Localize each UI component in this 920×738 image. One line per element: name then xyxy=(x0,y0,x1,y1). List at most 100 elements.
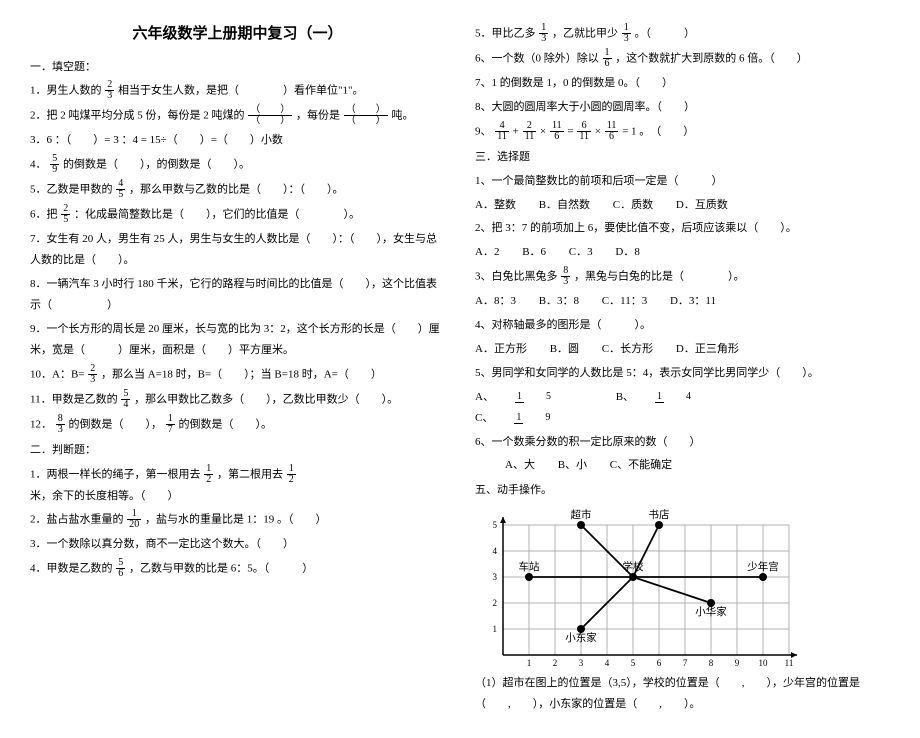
s5: 5、男同学和女同学的人数比是 5：4，表示女同学比男同学少（ ）。 xyxy=(475,363,890,384)
opt-a: A、15 xyxy=(475,387,593,408)
fraction-icon: 16 xyxy=(603,48,612,70)
s1: 1、一个最简整数比的前项和后项一定是（ ） xyxy=(475,171,890,192)
svg-text:2: 2 xyxy=(553,658,558,668)
page-title: 六年级数学上册期中复习（一） xyxy=(30,20,445,49)
fraction-icon: 12 xyxy=(204,464,213,486)
svg-text:6: 6 xyxy=(657,658,662,668)
svg-text:1: 1 xyxy=(527,658,532,668)
s3-a: 3、白兔比黑兔多 xyxy=(475,271,558,283)
grid-diagram: 1234567891011123456超市书店车站学校少年宫小东家小华家 xyxy=(475,505,815,670)
r8: 8、大圆的圆周率大于小圆的圆周率。（ ） xyxy=(475,97,890,118)
opt-b: B．3：8 xyxy=(539,291,579,312)
j2-b: ，盐与水的重量比是 1：19 。（ ） xyxy=(145,514,327,526)
left-column: 六年级数学上册期中复习（一） 一．填空题： 1．男生人数的 23 相当于女生人数… xyxy=(30,20,445,718)
j4-b: ，乙数与甲数的比是 6：5。（ ） xyxy=(129,563,313,575)
fraction-icon: 15 xyxy=(515,392,573,403)
q1-a: 1．男生人数的 xyxy=(30,85,102,97)
fraction-icon: 83 xyxy=(56,414,65,436)
opt-b: B、14 xyxy=(616,387,733,408)
svg-text:4: 4 xyxy=(605,658,610,668)
q8: 8．一辆汽车 3 小时行 180 千米，它行的路程与时间比的比值是（ ），这个比… xyxy=(30,274,445,316)
q2-c: 吨。 xyxy=(392,110,414,122)
r5-a: 5．甲比乙多 xyxy=(475,28,536,40)
j1-b: ，第二根用去 xyxy=(217,468,283,480)
fraction-icon: 116 xyxy=(550,121,564,143)
opt-a: A．8：3 xyxy=(475,291,516,312)
q2-b: ，每份是 xyxy=(296,110,340,122)
fraction-icon: 23 xyxy=(105,80,114,102)
opt-b: B．圆 xyxy=(550,339,579,360)
q2-a: 2．把 2 吨煤平均分成 5 份，每份是 2 吨煤的 xyxy=(30,110,245,122)
section-fill: 一．填空题： xyxy=(30,57,445,78)
s2: 2、把 3：7 的前项加上 6，要使比值不变，后项应该乘以（ ）。 xyxy=(475,218,890,239)
fraction-icon: 411 xyxy=(495,121,509,143)
r9-a: 9、 xyxy=(475,125,492,137)
j4: 4．甲数是乙数的 56 ，乙数与甲数的比是 6：5。（ ） xyxy=(30,558,445,580)
fraction-icon: 12 xyxy=(287,464,296,486)
s6: 6、一个数乘分数的积一定比原来的数（ ） xyxy=(475,432,890,453)
svg-text:2: 2 xyxy=(493,598,498,608)
s1-opts: A．整数 B．自然数 C．质数 D．互质数 xyxy=(475,195,890,216)
fraction-icon: 23 xyxy=(88,364,97,386)
svg-text:11: 11 xyxy=(785,658,794,668)
s2-opts: A．2 B．6 C．3 D．8 xyxy=(475,242,890,263)
q10-a: 10．A：B= xyxy=(30,368,84,380)
j2: 2．盐占盐水重量的 120 ，盐与水的重量比是 1：19 。（ ） xyxy=(30,509,445,531)
opt-b: B、小 xyxy=(558,455,587,476)
svg-text:5: 5 xyxy=(631,658,636,668)
q12-a: 12． xyxy=(30,418,52,430)
q4-b: 的倒数是（ ），的倒数是（ ）。 xyxy=(63,159,250,171)
fraction-icon: 59 xyxy=(50,154,59,176)
j3: 3．一个数除以真分数，商不一定比这个数大。（ ） xyxy=(30,534,445,555)
q11-b: ，那么甲数比乙数多（ ），乙数比甲数少（ ）。 xyxy=(134,393,398,405)
q5-b: ，那么甲数与乙数的比是（ ）：（ ）。 xyxy=(129,184,344,196)
fraction-icon: 120 xyxy=(127,509,141,531)
r6-b: ，这个数就扩大到原数的 6 倍。（ ） xyxy=(615,53,808,65)
opt-c: C．质数 xyxy=(613,195,653,216)
svg-text:小东家: 小东家 xyxy=(565,631,597,644)
svg-text:少年宫: 少年宫 xyxy=(747,560,779,573)
j1: 1．两根一样长的绳子，第一根用去 12 ，第二根用去 12 米，余下的长度相等。… xyxy=(30,464,445,507)
section-hands: 五、动手操作。 xyxy=(475,480,890,501)
j1-a: 1．两根一样长的绳子，第一根用去 xyxy=(30,468,201,480)
s3-b: ，黑兔与白兔的比是（ ）。 xyxy=(574,271,745,283)
opt-c: C．11：3 xyxy=(602,291,647,312)
fraction-icon: 56 xyxy=(116,558,125,580)
q5-a: 5．乙数是甲数的 xyxy=(30,184,113,196)
opt-a: A．正方形 xyxy=(475,339,527,360)
fraction-icon: 45 xyxy=(116,179,125,201)
svg-text:5: 5 xyxy=(493,520,498,530)
q7: 7．女生有 20 人，男生有 25 人，男生与女生的人数比是（ ）：（ ），女生… xyxy=(30,229,445,271)
opt-d: D．3：11 xyxy=(670,291,716,312)
opt-b: B．6 xyxy=(522,242,546,263)
svg-text:3: 3 xyxy=(579,658,584,668)
q1: 1．男生人数的 23 相当于女生人数，是把（ ）看作单位"1"。 xyxy=(30,80,445,102)
svg-text:学校: 学校 xyxy=(623,560,644,573)
q4-a: 4． xyxy=(30,159,47,171)
fraction-icon: 54 xyxy=(121,389,130,411)
opt-c: C．长方形 xyxy=(602,339,653,360)
fraction-icon: 13 xyxy=(622,23,631,45)
svg-text:小华家: 小华家 xyxy=(695,605,727,618)
q3: 3．6 ：（ ）= 3 ：4 = 15÷（ ）=（ ）小数 xyxy=(30,130,445,151)
r5-b: ，乙就比甲少 xyxy=(552,28,618,40)
j2-a: 2．盐占盐水重量的 xyxy=(30,514,124,526)
j4-a: 4．甲数是乙数的 xyxy=(30,563,113,575)
fraction-icon: 83 xyxy=(561,266,570,288)
opt-a: A．2 xyxy=(475,242,499,263)
section-choice: 三．选择题 xyxy=(475,147,890,168)
q6: 6．把 25 ：化成最简整数比是（ ），它们的比值是（ ）。 xyxy=(30,204,445,226)
s4: 4、对称轴最多的图形是（ ）。 xyxy=(475,315,890,336)
section-judge: 二．判断题： xyxy=(30,440,445,461)
fraction-icon: （ ）（ ） xyxy=(248,105,292,127)
q10: 10．A：B= 23 ，那么当 A=18 时，B=（ ）；当 B=18 时，A=… xyxy=(30,364,445,386)
opt-c: C、19 xyxy=(475,408,592,429)
r9: 9、 411 + 211 × 116 = 611 × 116 = 1 。 （ ） xyxy=(475,121,890,143)
svg-text:超市: 超市 xyxy=(571,508,592,521)
fraction-icon: 611 xyxy=(577,121,591,143)
r6: 6、一个数（0 除外）除以 16 ，这个数就扩大到原数的 6 倍。（ ） xyxy=(475,48,890,70)
q12-c: 的倒数是（ ）。 xyxy=(179,418,273,430)
opt-b: B．自然数 xyxy=(539,195,590,216)
q6-a: 6．把 xyxy=(30,209,58,221)
q6-b: ：化成最简整数比是（ ），它们的比值是（ ）。 xyxy=(74,209,360,221)
